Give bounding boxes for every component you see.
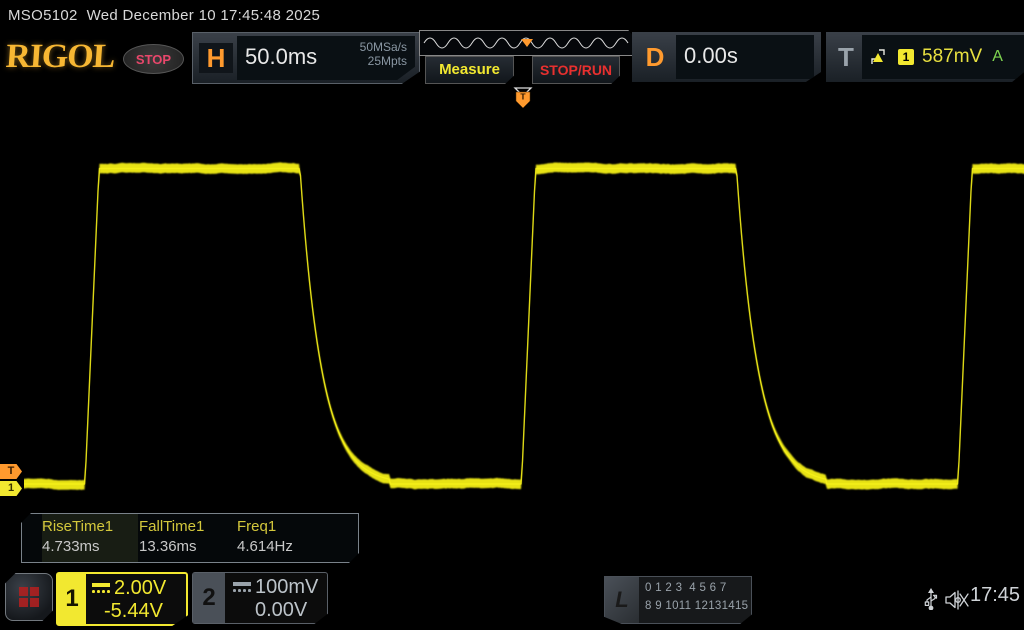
svg-text:T: T — [520, 92, 526, 102]
